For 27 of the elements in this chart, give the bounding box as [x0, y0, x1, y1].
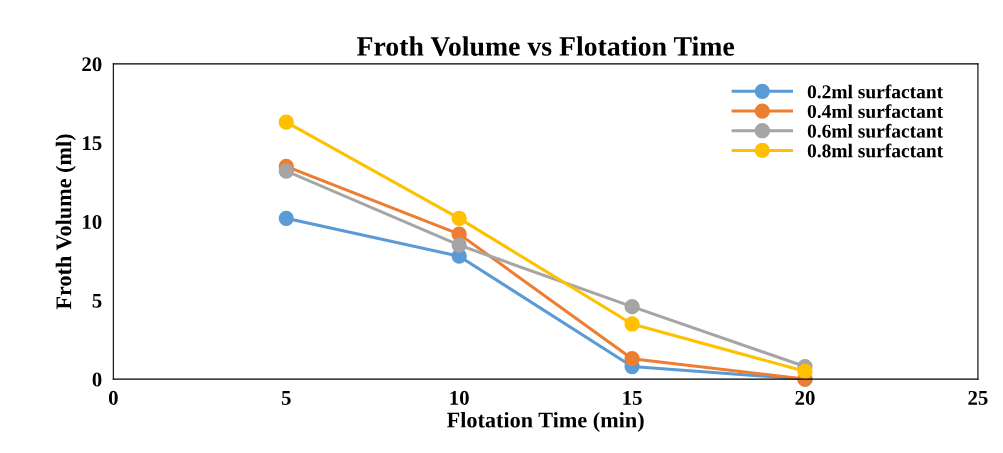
x-tick-label: 10: [450, 390, 469, 405]
x-axis-title: Flotation Time (min): [447, 411, 644, 433]
legend-label: 0.6ml surfactant: [807, 123, 944, 138]
point: [624, 351, 640, 367]
point: [451, 237, 467, 253]
point: [624, 299, 640, 315]
legend-label: 0.2ml surfactant: [807, 84, 944, 99]
x-tick-label: 15: [623, 390, 642, 405]
x-tick-label: 5: [281, 391, 291, 405]
y-axis-title: Froth Volume (ml): [55, 134, 76, 310]
y-tick-label: 0: [92, 372, 102, 387]
legend-label: 0.4ml surfactant: [807, 104, 944, 119]
point: [624, 316, 640, 332]
x-tick-label: 20: [795, 390, 815, 405]
point: [278, 114, 294, 130]
point: [278, 210, 294, 227]
point: [797, 363, 813, 379]
y-tick-label: 15: [83, 136, 102, 151]
x-tick-label: 0: [108, 390, 118, 405]
y-tick-label: 10: [83, 214, 102, 229]
x-tick-label: 25: [968, 390, 988, 405]
y-tick-label: 5: [92, 293, 102, 308]
y-tick-label: 20: [82, 57, 102, 72]
chart-title: Froth Volume vs Flotation Time: [357, 36, 735, 56]
point: [278, 163, 294, 179]
legend-label: 0.8ml surfactant: [807, 143, 944, 158]
point: [451, 210, 467, 227]
